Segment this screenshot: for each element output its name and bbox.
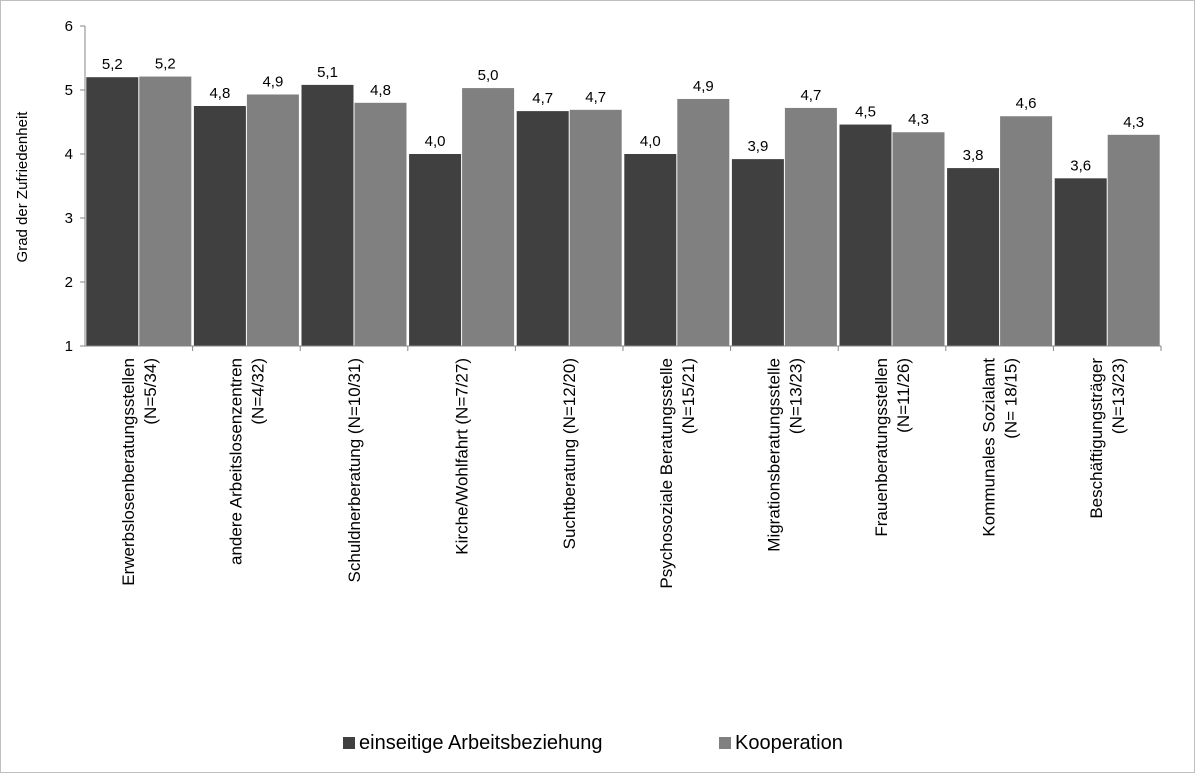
data-label: 3,9 <box>747 138 768 155</box>
bar-kooperation <box>677 98 730 347</box>
legend-swatch <box>719 737 731 749</box>
x-category-label: Beschäftigungsträger (N=13/23) <box>1087 358 1128 519</box>
bar-einseitige <box>624 154 677 346</box>
x-category-line: (N=13/23) <box>1109 358 1128 434</box>
data-label: 5,1 <box>317 64 338 81</box>
x-category-line: Kommunales Sozialamt <box>980 358 999 537</box>
x-category-line: (N= 18/15) <box>1002 358 1021 439</box>
bar-kooperation <box>569 109 622 346</box>
x-category-line: Beschäftigungsträger <box>1087 358 1106 519</box>
x-category-label: Kommunales Sozialamt (N= 18/15) <box>980 358 1021 537</box>
x-category-line: Kirche/Wohlfahrt (N=7/27) <box>453 358 472 555</box>
bar-einseitige <box>193 106 246 346</box>
y-tick-label: 2 <box>65 274 73 291</box>
legend-label: Kooperation <box>735 732 843 754</box>
bar-kooperation <box>1000 116 1053 347</box>
x-category-label: Suchtberatung (N=12/20) <box>560 358 579 549</box>
data-label: 4,9 <box>262 73 283 90</box>
y-tick-label: 1 <box>65 338 73 355</box>
x-category-line: (N=4/32) <box>248 358 267 425</box>
y-tick-label: 4 <box>65 146 73 163</box>
data-label: 3,8 <box>963 147 984 164</box>
x-category-label: Schuldnerberatung (N=10/31) <box>345 358 364 582</box>
data-label: 5,0 <box>478 67 499 84</box>
bar-einseitige <box>409 154 462 346</box>
bar-kooperation <box>784 107 837 346</box>
legend-swatch <box>343 737 355 749</box>
x-category-label: Frauenberatungsstellen (N=11/26) <box>872 358 913 537</box>
data-label: 4,6 <box>1016 95 1037 112</box>
data-label: 3,6 <box>1070 157 1091 174</box>
value-labels: 5,2 5,2 4,8 4,9 5,1 4,8 4,0 5,0 4,7 4,7 4,0 4,9 3,9 4… <box>102 56 1144 175</box>
data-label: 4,5 <box>855 104 876 121</box>
data-label: 4,7 <box>800 87 821 104</box>
x-category-line: Erwerbslosenberatungsstellen <box>119 358 138 586</box>
y-axis: 1 2 3 4 5 6 <box>65 18 86 355</box>
data-label: 4,3 <box>908 111 929 128</box>
x-category-line: andere Arbeitslosenzentren <box>226 358 245 565</box>
legend: einseitige Arbeitsbeziehung Kooperation <box>343 732 843 754</box>
data-label: 4,9 <box>693 78 714 95</box>
bar-kooperation <box>354 102 407 346</box>
x-category-label: Psychosoziale Beratungsstelle (N=15/21) <box>657 358 698 589</box>
bar-einseitige <box>86 77 139 346</box>
x-category-label: Migrationsberatungsstelle (N=13/23) <box>764 358 805 552</box>
bar-kooperation <box>246 94 299 346</box>
x-category-line: (N=5/34) <box>141 358 160 425</box>
bar-einseitige <box>731 159 784 346</box>
data-label: 5,2 <box>102 56 123 73</box>
x-category-line: (N=11/26) <box>894 358 913 433</box>
bar-einseitige <box>1054 178 1107 346</box>
x-category-line: Suchtberatung (N=12/20) <box>560 358 579 549</box>
x-category-line: Psychosoziale Beratungsstelle <box>657 358 676 589</box>
x-category-line: Migrationsberatungsstelle <box>764 358 783 552</box>
x-category-label: Kirche/Wohlfahrt (N=7/27) <box>453 358 472 555</box>
legend-label: einseitige Arbeitsbeziehung <box>359 732 603 754</box>
x-category-label: Erwerbslosenberatungsstellen (N=5/34) <box>119 358 160 586</box>
data-label: 4,8 <box>370 82 391 99</box>
x-category-line: (N=15/21) <box>679 358 698 434</box>
data-label: 4,7 <box>585 89 606 106</box>
x-category-line: (N=13/23) <box>786 358 805 434</box>
data-label: 4,0 <box>640 133 661 150</box>
x-category-label: andere Arbeitslosenzentren (N=4/32) <box>226 358 267 565</box>
bar-kooperation <box>1107 134 1160 346</box>
data-label: 4,3 <box>1123 114 1144 131</box>
bar-kooperation <box>892 132 945 346</box>
data-label: 5,2 <box>155 56 176 73</box>
bar-einseitige <box>516 111 569 347</box>
data-label: 4,0 <box>425 133 446 150</box>
data-label: 4,8 <box>209 85 230 102</box>
y-tick-label: 3 <box>65 210 73 227</box>
y-axis-title: Grad der Zufriedenheit <box>14 111 31 263</box>
bar-einseitige <box>839 124 892 346</box>
x-category-line: Schuldnerberatung (N=10/31) <box>345 358 364 582</box>
bar-kooperation <box>462 88 515 346</box>
bar-kooperation <box>139 76 192 346</box>
bars <box>86 76 1160 347</box>
y-tick-label: 6 <box>65 18 73 35</box>
y-tick-label: 5 <box>65 82 73 99</box>
x-axis: Erwerbslosenberatungsstellen (N=5/34) ande… <box>85 345 1162 589</box>
bar-einseitige <box>301 84 354 346</box>
data-label: 4,7 <box>532 90 553 107</box>
bar-einseitige <box>947 168 1000 346</box>
x-category-line: Frauenberatungsstellen <box>872 358 891 537</box>
